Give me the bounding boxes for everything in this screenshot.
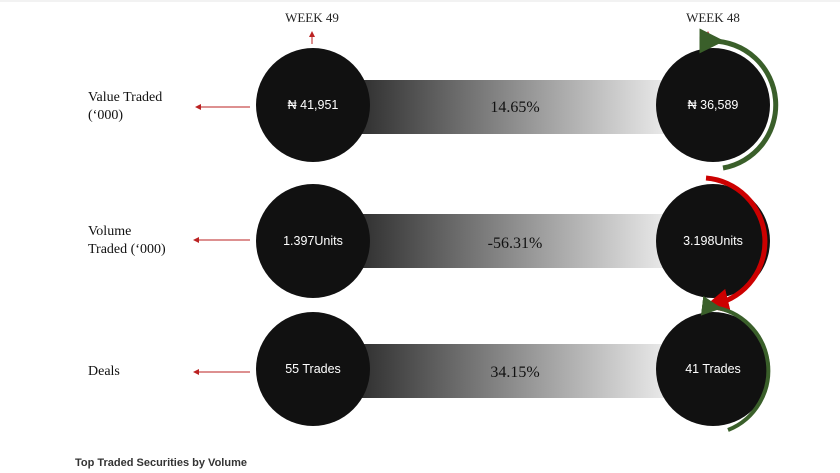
row-label: (‘000) <box>88 108 123 123</box>
row-label: Deals <box>88 364 120 379</box>
week-48-value: ₦ 36,589 <box>688 98 739 112</box>
footer: Top Traded Securities by Volume <box>75 457 247 469</box>
change: 34.15% <box>490 364 539 381</box>
change-bar <box>350 80 680 134</box>
week-49-circle <box>256 184 370 298</box>
row-label: Traded (‘000) <box>88 242 166 257</box>
week-49-value: ₦ 41,951 <box>288 98 339 112</box>
week-48-value: 3.198Units <box>683 234 743 248</box>
trend-arc <box>699 28 779 171</box>
week-48-value: 41 Trades <box>685 362 741 376</box>
change-bar <box>350 344 680 398</box>
week-49-circle <box>256 48 370 162</box>
change-bar <box>350 214 680 268</box>
change: 14.65% <box>490 99 539 116</box>
week-49-circle <box>256 312 370 426</box>
change: -56.31% <box>488 235 543 252</box>
week-49-header: WEEK 49 <box>285 10 339 25</box>
week-49-value: 55 Trades <box>285 362 341 376</box>
week-48-circle <box>656 184 770 298</box>
row-label: Volume <box>88 224 131 239</box>
week-49-value: 1.397Units <box>283 234 343 248</box>
row-label: Value Traded <box>88 90 162 105</box>
week-48-circle <box>656 48 770 162</box>
week-48-header: WEEK 48 <box>686 10 740 25</box>
trend-arc <box>703 175 768 314</box>
trend-arc <box>700 295 771 432</box>
week-48-circle <box>656 312 770 426</box>
